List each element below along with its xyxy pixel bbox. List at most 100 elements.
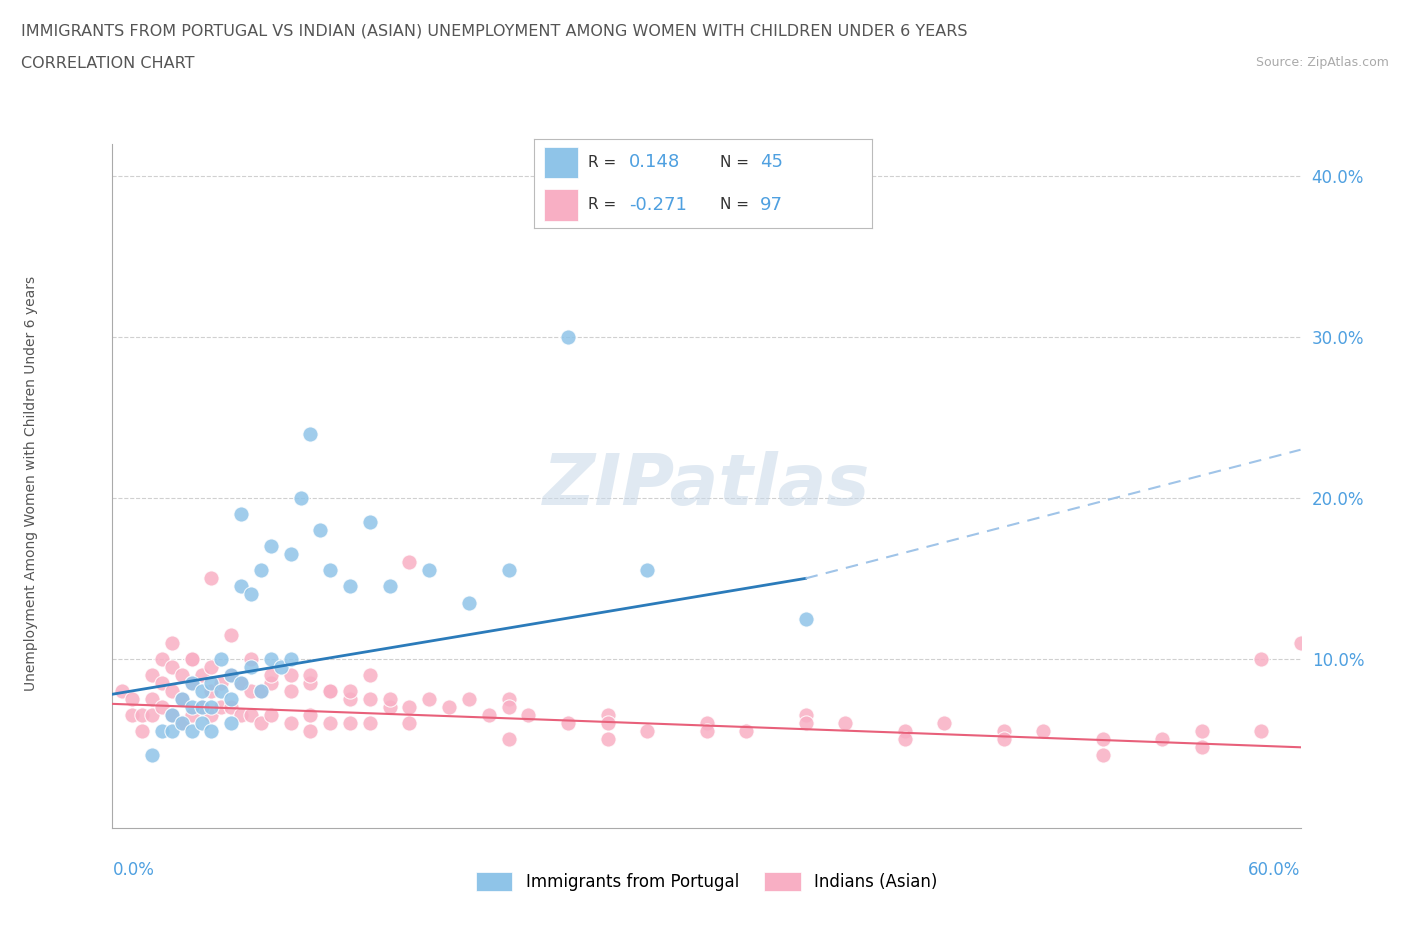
Point <box>231 675 253 690</box>
Point <box>160 684 183 698</box>
Text: -0.271: -0.271 <box>628 196 686 214</box>
Text: N =: N = <box>720 197 754 212</box>
Point <box>794 716 817 731</box>
Point <box>1091 732 1114 747</box>
Point <box>934 716 956 731</box>
Point <box>190 699 212 714</box>
Point <box>160 708 183 723</box>
Point <box>170 668 193 683</box>
Point <box>260 538 283 553</box>
Point <box>170 692 193 707</box>
Text: Source: ZipAtlas.com: Source: ZipAtlas.com <box>1256 56 1389 69</box>
Point <box>794 611 817 626</box>
Point <box>240 659 263 674</box>
Point <box>170 716 193 731</box>
Point <box>280 716 302 731</box>
Point <box>150 724 173 738</box>
Point <box>170 716 193 731</box>
Point <box>290 490 312 505</box>
Point <box>359 514 381 529</box>
Text: IMMIGRANTS FROM PORTUGAL VS INDIAN (ASIAN) UNEMPLOYMENT AMONG WOMEN WITH CHILDRE: IMMIGRANTS FROM PORTUGAL VS INDIAN (ASIA… <box>21 23 967 38</box>
Text: 60.0%: 60.0% <box>1249 860 1301 879</box>
Point <box>596 732 619 747</box>
Point <box>1250 651 1272 666</box>
Point <box>131 724 153 738</box>
Point <box>240 587 263 602</box>
Point <box>596 716 619 731</box>
Point <box>200 724 222 738</box>
Point <box>319 684 342 698</box>
Point <box>299 708 322 723</box>
Point <box>557 330 579 345</box>
Point <box>1250 724 1272 738</box>
Point <box>131 708 153 723</box>
Point <box>794 708 817 723</box>
Point <box>231 507 253 522</box>
Point <box>498 563 520 578</box>
Text: 97: 97 <box>761 196 783 214</box>
Point <box>339 579 361 594</box>
Point <box>280 547 302 562</box>
Point <box>200 699 222 714</box>
Point <box>170 692 193 707</box>
Point <box>458 595 481 610</box>
Point <box>160 724 183 738</box>
Point <box>299 675 322 690</box>
Point <box>636 563 658 578</box>
Point <box>260 708 283 723</box>
Point <box>141 748 163 763</box>
Point <box>250 684 273 698</box>
Point <box>359 716 381 731</box>
Point <box>219 699 242 714</box>
Point <box>437 699 460 714</box>
Text: N =: N = <box>720 155 754 170</box>
Point <box>398 555 420 570</box>
Point <box>190 668 212 683</box>
Point <box>735 724 758 738</box>
Point <box>160 635 183 650</box>
Point <box>1032 724 1054 738</box>
Point <box>458 692 481 707</box>
Point <box>219 716 242 731</box>
Point <box>339 716 361 731</box>
Point <box>557 716 579 731</box>
Legend: Immigrants from Portugal, Indians (Asian): Immigrants from Portugal, Indians (Asian… <box>470 866 943 898</box>
Point <box>150 699 173 714</box>
Point <box>160 659 183 674</box>
Point <box>309 523 332 538</box>
Point <box>250 684 273 698</box>
Point <box>636 724 658 738</box>
Point <box>260 668 283 683</box>
Point <box>209 699 232 714</box>
Point <box>190 699 212 714</box>
Point <box>418 563 440 578</box>
Point <box>319 716 342 731</box>
Point <box>200 659 222 674</box>
Point <box>121 692 143 707</box>
Point <box>596 708 619 723</box>
Point <box>141 692 163 707</box>
Point <box>1289 635 1312 650</box>
Point <box>299 668 322 683</box>
Point <box>141 708 163 723</box>
Point <box>270 659 292 674</box>
Point <box>219 668 242 683</box>
Point <box>190 716 212 731</box>
Point <box>319 563 342 578</box>
Point <box>240 684 263 698</box>
Bar <box>544 189 578 220</box>
Point <box>240 651 263 666</box>
Text: CORRELATION CHART: CORRELATION CHART <box>21 56 194 71</box>
Point <box>180 675 202 690</box>
Point <box>209 684 232 698</box>
Point <box>141 668 163 683</box>
Point <box>398 699 420 714</box>
Text: R =: R = <box>588 155 621 170</box>
Point <box>160 708 183 723</box>
Point <box>280 651 302 666</box>
Text: 45: 45 <box>761 153 783 171</box>
Point <box>219 627 242 642</box>
Point <box>200 571 222 586</box>
Point <box>893 724 915 738</box>
Point <box>1091 748 1114 763</box>
